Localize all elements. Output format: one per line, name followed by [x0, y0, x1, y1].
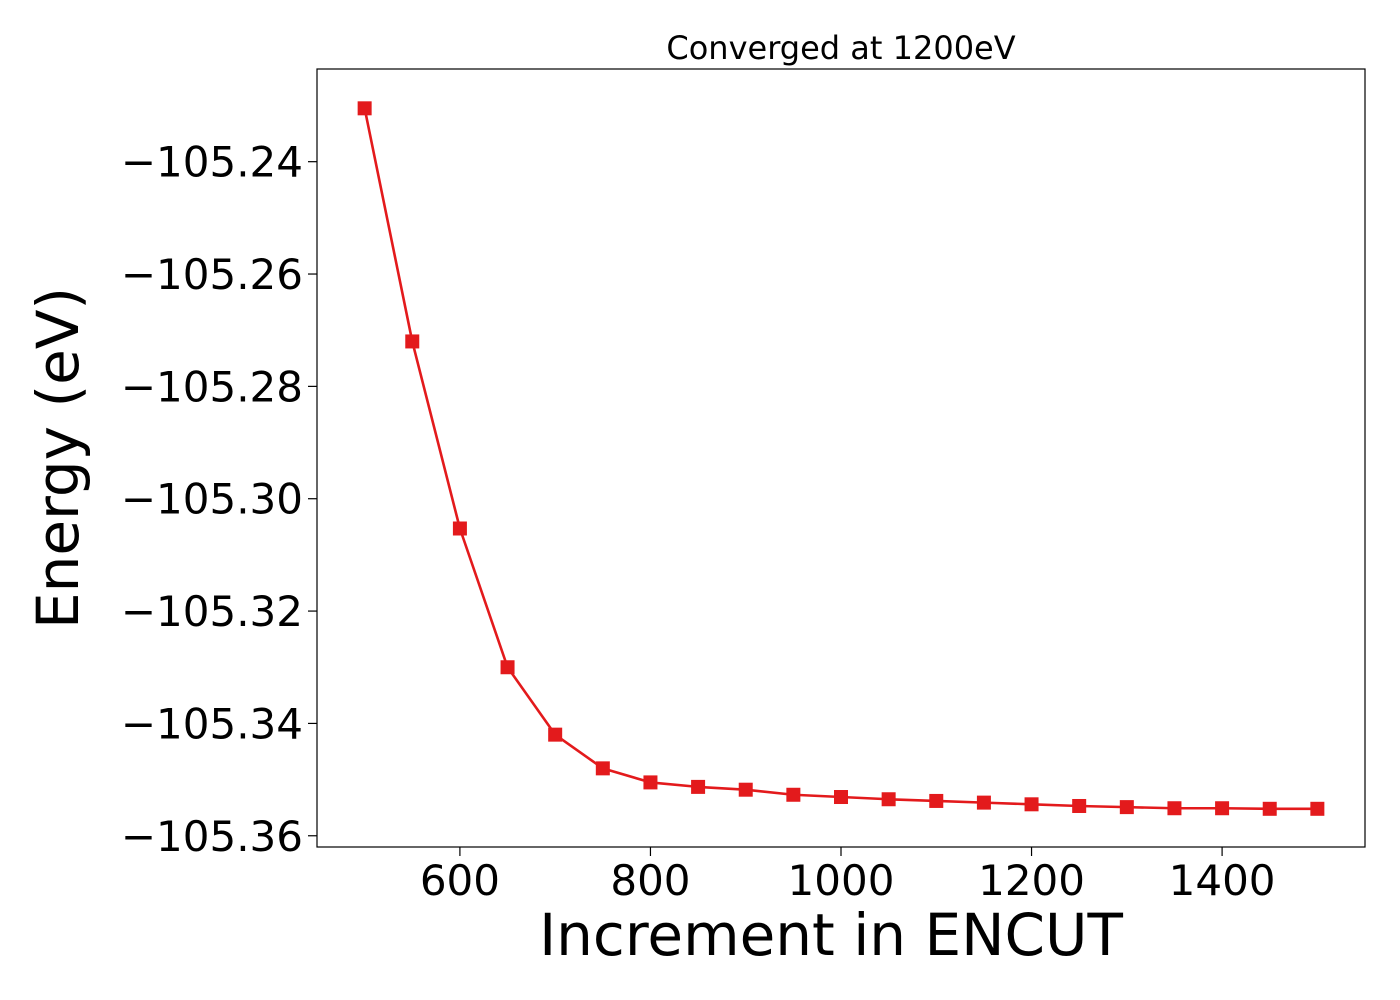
data-point: [1310, 801, 1325, 816]
data-point: [595, 761, 610, 776]
data-point: [1119, 800, 1134, 815]
data-point: [1167, 801, 1182, 816]
data-point: [1215, 801, 1230, 816]
data-point: [834, 790, 848, 805]
series-line: [363, 108, 1318, 811]
data-point: [1072, 798, 1087, 813]
plot-area: [357, 101, 1325, 816]
y-axis: −105.24 −105.26 −105.28 −105.30 −105.32 −105.…: [121, 138, 317, 861]
x-tick-label: 1200: [978, 856, 1085, 905]
data-point: [1024, 797, 1039, 812]
data-point: [643, 775, 658, 790]
x-axis-label: Increment in ENCUT: [539, 901, 1123, 969]
y-tick-label: −105.30: [121, 475, 303, 524]
y-tick-label: −105.26: [121, 250, 303, 299]
data-point: [1262, 801, 1277, 816]
x-axis: 600 800 1000 1200 1400: [420, 847, 1276, 905]
x-tick-label: 1000: [788, 856, 895, 905]
y-tick-label: −105.28: [121, 362, 303, 411]
data-point: [691, 779, 706, 794]
data-point: [548, 727, 563, 742]
data-point: [976, 795, 991, 810]
x-tick-label: 1400: [1169, 856, 1276, 905]
plot-frame: [316, 68, 1366, 848]
data-point: [738, 782, 753, 797]
data-point: [500, 660, 515, 675]
y-tick-label: −105.24: [121, 138, 303, 187]
x-tick-label: 800: [610, 856, 690, 905]
data-point: [881, 792, 896, 807]
data-point: [452, 521, 467, 536]
y-tick-label: −105.36: [121, 812, 303, 861]
y-axis-label: Energy (eV): [24, 287, 92, 629]
y-tick-label: −105.34: [121, 699, 303, 748]
chart-title: Converged at 1200eV: [666, 29, 1015, 67]
data-point: [929, 793, 944, 808]
data-point: [405, 334, 420, 349]
data-point: [786, 787, 801, 802]
data-point: [357, 101, 372, 116]
x-tick-label: 600: [420, 856, 500, 905]
y-tick-label: −105.32: [121, 587, 303, 636]
